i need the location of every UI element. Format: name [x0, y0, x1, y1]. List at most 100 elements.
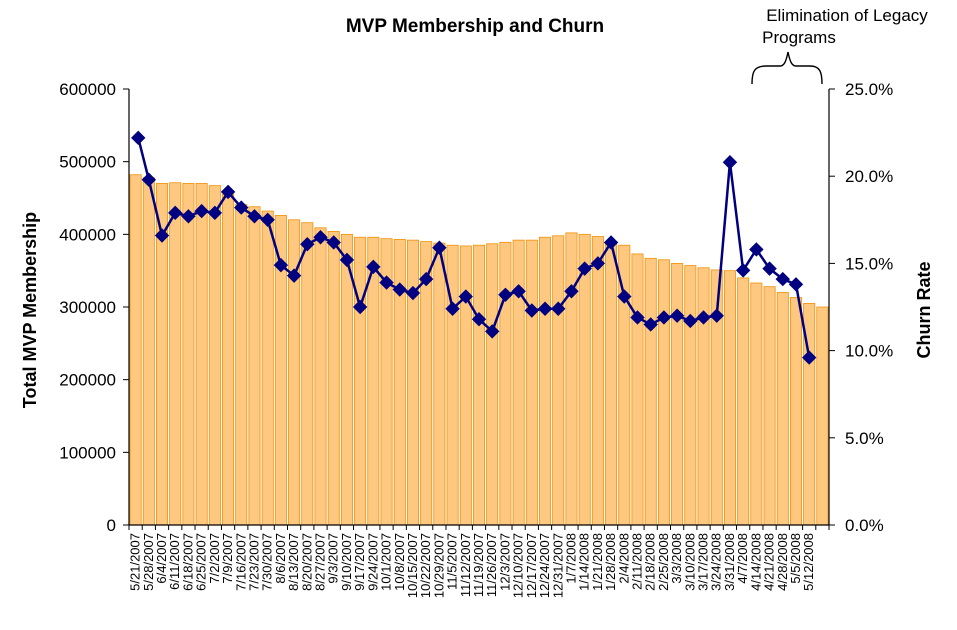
- x-tick-label-24: 11/5/2007: [445, 533, 460, 590]
- x-tick-label-49: 4/28/2008: [775, 533, 790, 591]
- bar-30: [525, 239, 538, 526]
- x-tick-label-29: 12/10/2007: [511, 533, 526, 598]
- churn-marker-48: [762, 261, 777, 276]
- churn-marker-7: [220, 184, 236, 200]
- churn-marker-6: [207, 205, 223, 221]
- x-tick-label-13: 8/20/2007: [299, 533, 314, 591]
- x-tick-label-28: 12/3/2007: [497, 533, 512, 591]
- bar-7: [222, 193, 235, 526]
- bar-29: [512, 239, 525, 526]
- x-tick-label-44: 3/24/2008: [709, 533, 724, 591]
- bar-46: [737, 277, 750, 526]
- bar-49: [776, 292, 789, 526]
- bar-33: [565, 232, 578, 526]
- x-tick-label-38: 2/11/2008: [629, 533, 644, 590]
- churn-marker-43: [696, 310, 711, 325]
- churn-marker-33: [564, 284, 579, 299]
- x-tick-label-36: 1/28/2008: [603, 533, 618, 591]
- x-tick-label-1: 5/28/2007: [141, 533, 156, 591]
- bar-42: [684, 265, 697, 526]
- y-tick-right-0: 0.0%: [845, 516, 884, 535]
- y-tick-left-4: 400000: [59, 225, 116, 244]
- x-tick-label-30: 12/17/2007: [524, 533, 539, 598]
- churn-marker-0: [131, 130, 146, 146]
- churn-marker-24: [445, 301, 460, 316]
- churn-marker-32: [551, 301, 566, 316]
- y-tick-left-2: 200000: [59, 371, 116, 390]
- x-tick-label-22: 10/22/2007: [418, 533, 433, 598]
- bar-1: [142, 177, 155, 526]
- bar-10: [261, 210, 274, 526]
- churn-marker-19: [379, 275, 394, 290]
- churn-marker-10: [260, 212, 275, 228]
- bar-6: [208, 185, 221, 526]
- churn-marker-5: [194, 203, 209, 219]
- bar-41: [671, 262, 684, 526]
- churn-marker-18: [366, 259, 381, 275]
- churn-marker-36: [603, 235, 619, 250]
- churn-marker-39: [643, 317, 658, 332]
- churn-marker-4: [181, 209, 196, 224]
- churn-marker-8: [234, 200, 249, 215]
- x-tick-label-16: 9/10/2007: [339, 533, 354, 591]
- x-tick-label-25: 11/12/2007: [458, 533, 473, 597]
- bar-27: [486, 243, 499, 526]
- bar-43: [697, 267, 710, 526]
- y-tick-right-5: 25.0%: [845, 80, 893, 99]
- x-tick-label-10: 7/30/2007: [260, 533, 275, 591]
- bar-4: [182, 183, 195, 526]
- y-axis-left-label: Total MVP Membership: [20, 212, 40, 408]
- bar-23: [433, 242, 446, 526]
- y-tick-left-1: 100000: [59, 443, 116, 462]
- y-tick-left-5: 500000: [59, 153, 116, 172]
- bar-39: [644, 257, 657, 526]
- churn-marker-34: [577, 261, 592, 276]
- x-tick-label-6: 7/2/2007: [207, 533, 222, 584]
- x-tick-label-17: 9/17/2007: [352, 533, 367, 591]
- x-tick-label-40: 2/25/2008: [656, 533, 671, 591]
- x-tick-label-4: 6/18/2007: [180, 533, 195, 591]
- churn-marker-1: [141, 172, 157, 187]
- churn-marker-30: [524, 303, 540, 318]
- bar-25: [459, 245, 472, 526]
- bar-14: [314, 227, 327, 526]
- bar-15: [327, 231, 340, 526]
- churn-marker-35: [590, 256, 606, 271]
- churn-marker-50: [788, 277, 804, 292]
- bar-34: [578, 233, 591, 526]
- churn-marker-42: [683, 313, 698, 329]
- churn-marker-40: [656, 310, 672, 325]
- bar-28: [499, 241, 512, 526]
- annotation-line2: Programs: [762, 28, 836, 47]
- churn-marker-20: [392, 282, 407, 297]
- y-tick-left-3: 300000: [59, 298, 116, 317]
- bar-3: [169, 182, 182, 526]
- bar-13: [301, 222, 314, 526]
- x-tick-label-42: 3/10/2008: [682, 533, 697, 591]
- bar-17: [354, 236, 367, 526]
- bar-36: [605, 241, 618, 526]
- x-tick-label-15: 9/3/2007: [326, 533, 341, 584]
- bar-20: [393, 239, 406, 526]
- churn-marker-49: [775, 271, 790, 287]
- churn-marker-26: [471, 312, 487, 327]
- bar-0: [129, 174, 142, 526]
- y-tick-right-2: 10.0%: [845, 342, 893, 361]
- annotation-brace: [751, 51, 823, 85]
- x-tick-label-45: 3/31/2008: [722, 533, 737, 591]
- churn-marker-41: [669, 308, 685, 323]
- bar-50: [789, 297, 802, 526]
- annotation-line1: Elimination of Legacy: [766, 6, 928, 25]
- churn-marker-21: [405, 285, 421, 301]
- churn-marker-14: [313, 230, 328, 245]
- bar-26: [472, 244, 486, 526]
- x-tick-label-21: 10/15/2007: [405, 533, 420, 598]
- y-axis-right-label: Churn Rate: [914, 261, 934, 358]
- x-tick-label-7: 7/9/2007: [220, 533, 235, 584]
- churn-marker-11: [273, 257, 289, 273]
- bar-37: [618, 244, 631, 526]
- bar-45: [723, 270, 736, 526]
- x-tick-label-5: 6/25/2007: [194, 533, 209, 591]
- churn-marker-22: [418, 271, 434, 287]
- bar-9: [248, 206, 261, 526]
